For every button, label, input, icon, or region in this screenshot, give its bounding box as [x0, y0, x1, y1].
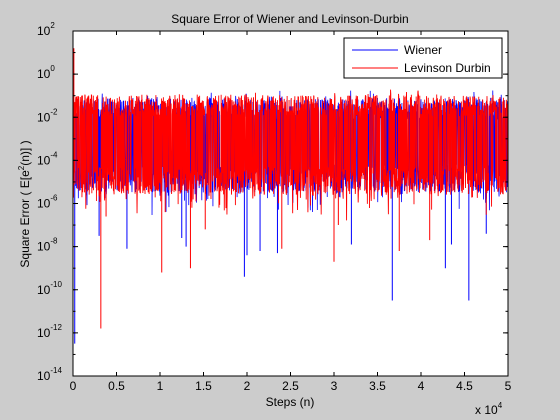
y-tick-label: 10-12 [37, 323, 62, 340]
x-tick-label: 4.5 [456, 379, 473, 393]
y-axis-label: Square Error ( E[e2(n)] ) [17, 140, 32, 267]
x-multiplier-text: x 10 [475, 403, 498, 417]
x-tick-label: 5 [505, 379, 512, 393]
y-tick-label: 10-6 [37, 194, 58, 211]
y-tick-label: 10-2 [37, 107, 58, 124]
x-tick-label: 0.5 [108, 379, 125, 393]
y-tick-label: 10-14 [37, 366, 62, 383]
y-tick-label: 10-10 [37, 280, 62, 297]
series-dips [74, 171, 487, 344]
y-ticks: 102 100 10-2 10-4 10-6 10-8 10-10 10-12 10-14 [37, 21, 508, 383]
x-axis-multiplier: x 104 [475, 401, 503, 417]
series-line [72, 89, 509, 221]
x-tick-label: 2.5 [282, 379, 299, 393]
y-tick-label: 10-4 [37, 150, 58, 167]
x-tick-label: 2 [244, 379, 251, 393]
y-tick-label: 10-8 [37, 237, 58, 254]
chart-title: Square Error of Wiener and Levinson-Durb… [171, 12, 408, 26]
y-label-superscript: 2 [17, 165, 26, 170]
x-tick-label: 3 [331, 379, 338, 393]
legend: Wiener Levinson Durbin [343, 37, 503, 79]
x-tick-label: 4 [418, 379, 425, 393]
legend-label-levinson-durbin: Levinson Durbin [404, 61, 491, 75]
y-tick-label: 100 [37, 64, 55, 81]
x-tick-label: 1.5 [195, 379, 212, 393]
x-ticks: 0 0.5 1 1.5 2 2.5 3 3.5 4 4.5 5 [70, 31, 512, 393]
x-tick-label: 3.5 [369, 379, 386, 393]
y-label-prefix: Square Error ( E[e [18, 170, 32, 268]
y-label-suffix: (n)] ) [18, 140, 32, 165]
x-tick-label: 0 [70, 379, 77, 393]
x-tick-label: 1 [157, 379, 164, 393]
x-axis-label: Steps (n) [266, 395, 315, 409]
y-tick-label: 102 [37, 21, 55, 38]
legend-label-wiener: Wiener [404, 43, 442, 57]
legend-box [343, 37, 503, 79]
axes-background [73, 31, 508, 376]
x-multiplier-exponent: 4 [498, 401, 503, 410]
